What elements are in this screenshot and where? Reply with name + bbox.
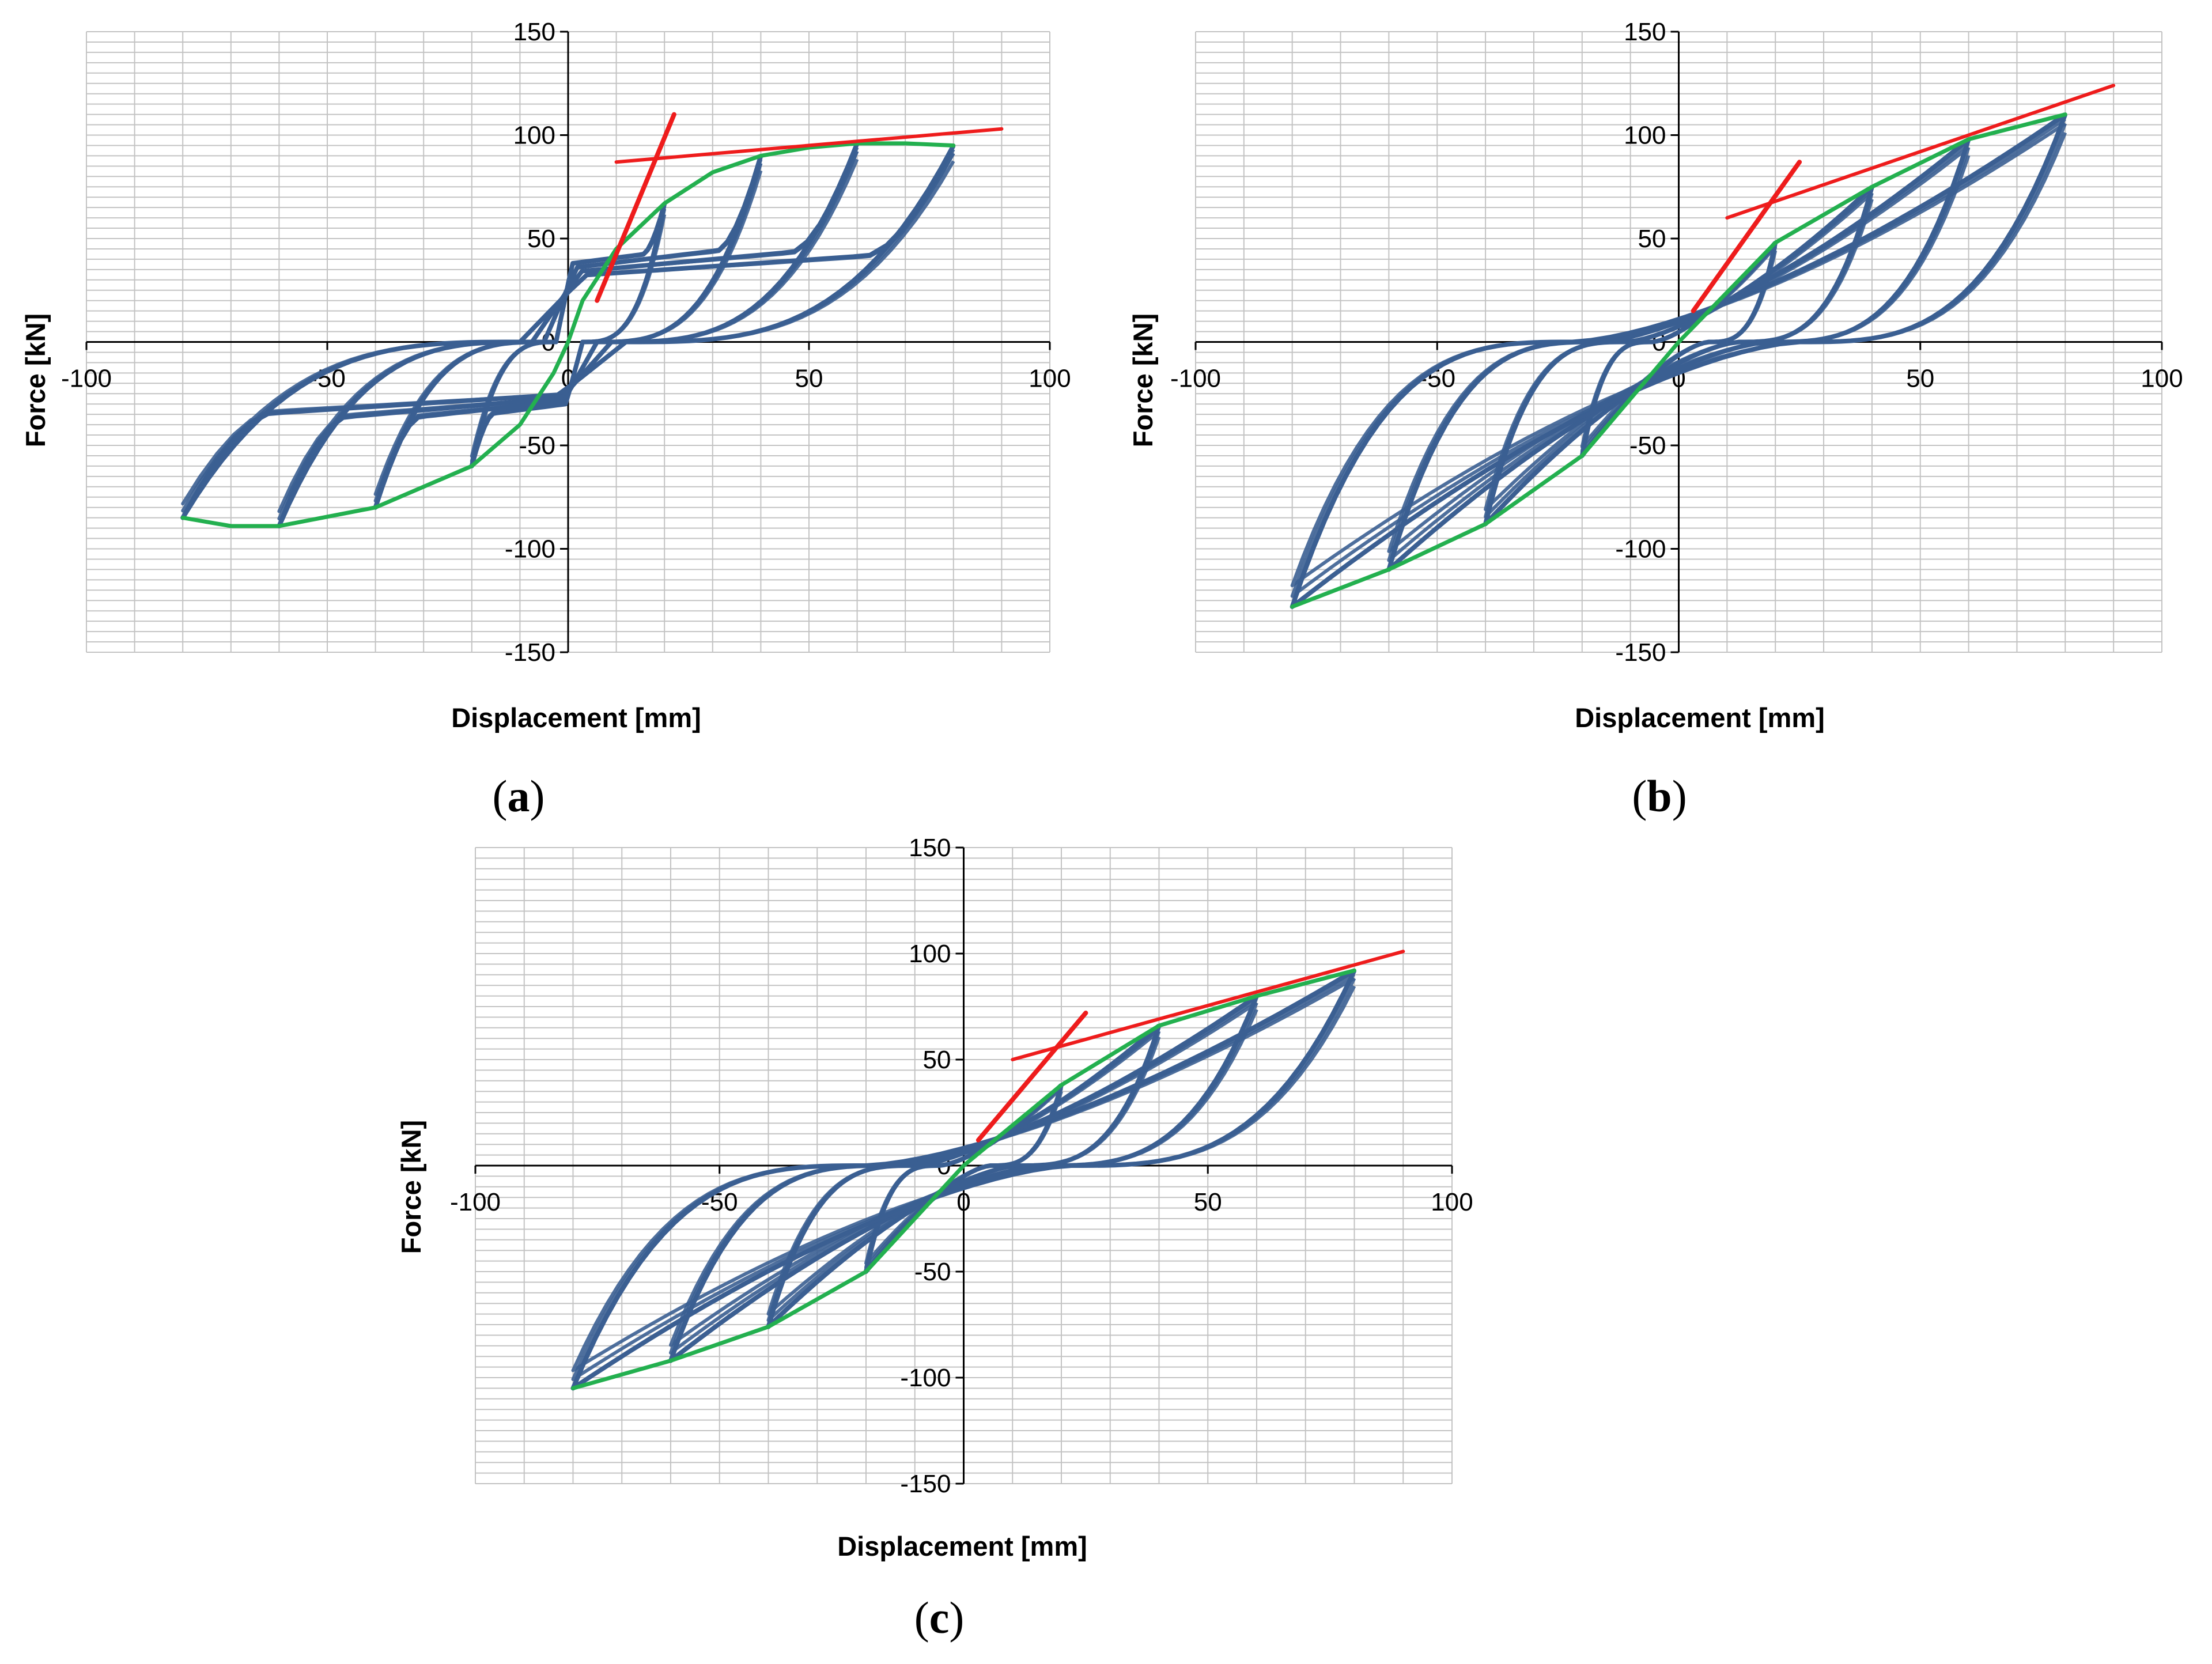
panel-label-open: ( [914,1593,929,1643]
y-tick-label: -150 [1615,638,1666,667]
panel-label-close: ) [1672,771,1687,821]
y-tick-label: -50 [914,1258,951,1286]
x-tick-label: 0 [956,1188,970,1216]
panel-label-letter: a [508,771,530,821]
x-axis-title: Displacement [mm] [1575,702,1825,733]
x-axis-title: Displacement [mm] [451,702,701,733]
y-tick-label: -50 [1629,432,1666,460]
y-tick-label: 100 [1624,122,1666,150]
x-tick-label: 50 [1906,365,1934,393]
x-tick-label: 100 [1431,1188,1473,1216]
x-tick-label: 50 [795,365,823,393]
x-axis-title: Displacement [mm] [837,1531,1087,1561]
panel-label-a: (a) [493,771,545,821]
x-tick-label: -100 [61,365,112,393]
y-tick-label: 50 [527,225,555,253]
y-tick-label: 50 [1638,225,1666,253]
panel-label-close: ) [530,771,545,821]
y-tick-label: 50 [923,1046,951,1074]
panel-label-open: ( [1632,771,1647,821]
y-tick-label: -150 [900,1470,951,1498]
panel-label-letter: b [1647,771,1672,821]
panel-label-open: ( [493,771,508,821]
x-tick-label: -100 [1170,365,1221,393]
panel-label-close: ) [949,1593,964,1643]
panel-label-c: (c) [914,1593,965,1643]
y-tick-label: -100 [1615,535,1666,564]
y-axis-title: Force [kN] [1128,313,1158,447]
y-axis-title: Force [kN] [396,1120,426,1254]
x-tick-label: -100 [450,1188,501,1216]
y-tick-label: -50 [519,432,555,460]
figure-background [0,0,2212,1664]
panel-label-letter: c [929,1593,950,1643]
y-tick-label: -150 [505,638,555,667]
y-tick-label: 100 [513,122,555,150]
y-tick-label: -100 [900,1364,951,1392]
y-axis-title: Force [kN] [20,313,51,447]
x-tick-label: 100 [2141,365,2183,393]
x-tick-label: 100 [1029,365,1071,393]
y-tick-label: 150 [909,834,951,862]
y-tick-label: 150 [1624,18,1666,46]
y-tick-label: 150 [513,18,555,46]
figure: -100 -50 0 50 100-150-100-50050100150 Displa… [0,0,2212,1664]
x-tick-label: 50 [1194,1188,1222,1216]
y-tick-label: -100 [505,535,555,564]
panel-label-b: (b) [1632,771,1687,821]
y-tick-label: 100 [909,940,951,968]
